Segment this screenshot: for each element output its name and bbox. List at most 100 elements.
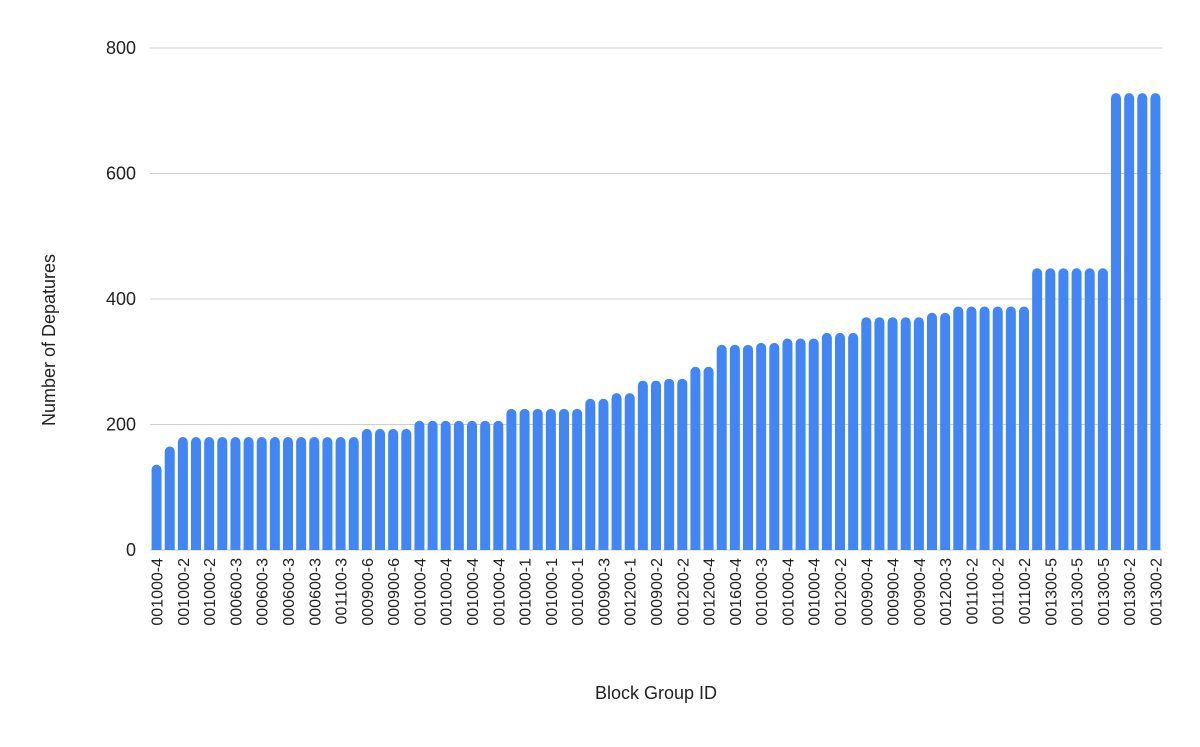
bar [874,317,885,550]
x-tick-label: 001300-2 [1122,558,1139,626]
bar [296,437,307,550]
y-tick-label: 400 [106,289,136,309]
bar [348,437,359,550]
bar [164,446,175,550]
bar [966,306,977,550]
bar [480,420,491,550]
bar [808,338,819,550]
x-tick-label: 001100-2 [1017,558,1034,625]
bar [1137,93,1148,550]
x-tick-label: 000900-4 [912,558,929,626]
bar [651,380,661,550]
y-tick-label: 800 [106,38,136,58]
bar [1124,93,1135,551]
x-tick-label: 001000-4 [412,558,429,626]
bar [335,437,346,550]
bar [1019,306,1029,550]
bar [940,312,951,550]
x-tick-label: 001000-1 [570,558,587,626]
x-tick-label: 001600-4 [728,558,745,626]
x-axis-label: Block Group ID [595,683,717,703]
x-tick-label: 001000-1 [544,558,561,626]
bar [414,420,425,550]
bar [1071,268,1082,550]
bar [532,408,543,550]
y-tick-label: 0 [126,540,136,560]
bar [1111,93,1121,551]
x-tick-label: 001100-2 [964,558,981,625]
bar [861,317,872,550]
bar [230,437,241,550]
x-tick-label: 000900-4 [859,558,876,626]
bar [821,332,832,550]
y-tick-label: 200 [106,415,136,435]
x-tick-label: 001000-1 [518,558,535,626]
bar [204,437,215,550]
bar [756,342,767,550]
bar [1032,268,1043,550]
bar [572,408,583,550]
bar [835,332,845,550]
bar [624,393,635,550]
bar [1150,93,1161,551]
bar [598,398,609,550]
bar [664,378,675,550]
x-tick-label: 001300-5 [1043,558,1060,626]
bar [401,428,412,550]
y-tick-label: 600 [106,164,136,184]
x-tick-label: 000600-3 [255,558,272,626]
x-tick-label: 001200-1 [623,558,640,626]
x-tick-label: 001000-4 [150,558,167,626]
bar [467,420,477,550]
x-tick-label: 001200-2 [675,558,692,626]
bar [913,317,924,550]
x-tick-label: 001100-2 [991,558,1008,625]
x-tick-label: 000900-6 [360,558,377,626]
bar [256,437,267,550]
bar [283,437,293,550]
bar [887,317,898,550]
x-tick-label: 001000-2 [176,558,193,626]
x-tick-label: 001200-3 [938,558,955,626]
x-tick-label: 000900-6 [386,558,403,626]
bar [848,332,859,550]
bar [1084,268,1095,550]
bar [453,420,464,550]
bar [177,437,188,550]
bar [427,420,438,550]
bar [388,428,399,550]
bar [269,437,280,550]
bar [900,317,911,550]
bar [992,306,1003,550]
bar [795,338,806,550]
bar [585,398,596,550]
bar [637,380,648,550]
x-tick-label: 001000-4 [807,558,824,626]
bar [927,312,937,550]
x-tick-label: 001000-4 [439,558,456,626]
bar [677,378,688,550]
bar [743,344,753,550]
x-tick-label: 000900-4 [886,558,903,626]
bar [953,306,964,550]
x-tick-label: 001100-3 [334,558,351,625]
bar [545,408,556,550]
bar [217,437,228,550]
x-tick-label: 000600-3 [281,558,298,626]
bar [493,420,504,550]
x-tick-label: 000600-3 [307,558,324,626]
x-tick-label: 001000-2 [202,558,219,626]
x-tick-label: 001000-4 [491,558,508,626]
bar [519,408,530,550]
bar [979,306,990,550]
bar [191,437,201,550]
x-tick-label: 001000-4 [465,558,482,626]
bar [729,344,740,550]
bar [611,393,622,550]
x-tick-label: 000900-2 [649,558,666,626]
x-tick-label: 001300-5 [1070,558,1087,626]
x-tick-label: 000900-3 [596,558,613,626]
bar [375,428,385,550]
x-tick-label: 001200-2 [833,558,850,626]
